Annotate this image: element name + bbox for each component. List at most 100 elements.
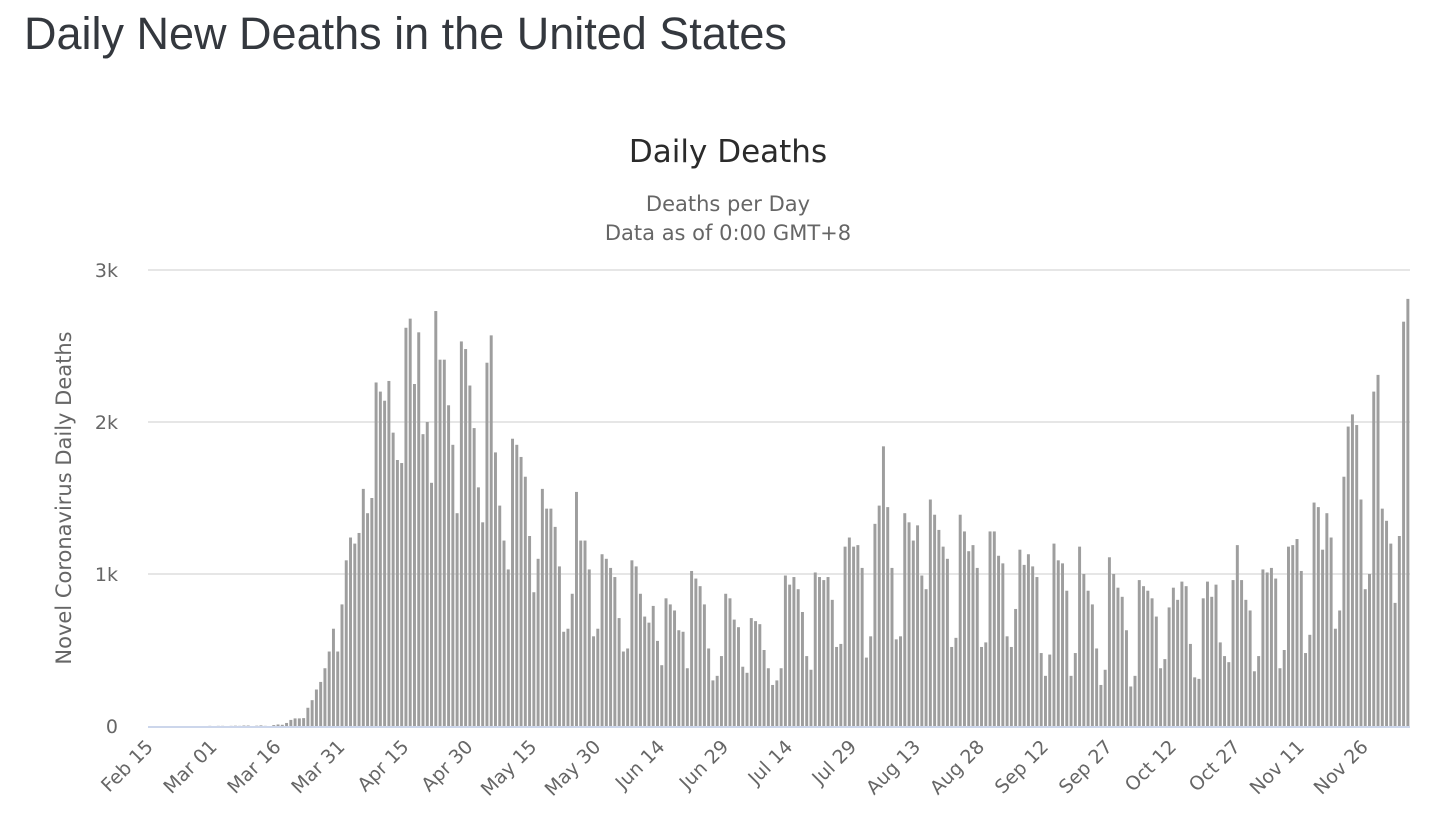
bar[interactable] [903, 513, 907, 726]
bar[interactable] [1333, 628, 1337, 726]
bar[interactable] [1329, 537, 1333, 726]
bar[interactable] [971, 545, 975, 726]
bar[interactable] [1338, 610, 1342, 726]
bar[interactable] [609, 567, 613, 726]
bar[interactable] [1035, 577, 1039, 726]
bar[interactable] [1090, 604, 1094, 726]
bar[interactable] [621, 651, 625, 726]
bar[interactable] [1112, 574, 1116, 726]
bar[interactable] [421, 434, 425, 726]
bar[interactable] [1107, 557, 1111, 726]
bar[interactable] [280, 724, 284, 726]
bar[interactable] [613, 577, 617, 726]
bar[interactable] [336, 651, 340, 726]
bar[interactable] [783, 575, 787, 726]
bar[interactable] [1231, 580, 1235, 726]
bar[interactable] [707, 648, 711, 726]
bar[interactable] [1150, 598, 1154, 726]
bar[interactable] [1014, 608, 1018, 726]
bar[interactable] [877, 505, 881, 726]
bar[interactable] [732, 619, 736, 726]
bar[interactable] [404, 327, 408, 726]
bar[interactable] [366, 513, 370, 726]
bar[interactable] [647, 622, 651, 726]
bar[interactable] [1402, 321, 1406, 726]
bar[interactable] [570, 593, 574, 726]
bar[interactable] [719, 656, 723, 726]
bar[interactable] [272, 725, 276, 726]
bar[interactable] [1124, 630, 1128, 726]
bar[interactable] [724, 593, 728, 726]
bar[interactable] [1376, 374, 1380, 726]
bar[interactable] [383, 400, 387, 726]
bar[interactable] [690, 570, 694, 726]
bar[interactable] [1359, 499, 1363, 726]
bar[interactable] [1342, 476, 1346, 726]
bar[interactable] [1244, 599, 1248, 726]
bar[interactable] [1206, 581, 1209, 726]
bar[interactable] [562, 631, 566, 726]
bar[interactable] [1368, 574, 1371, 726]
bar[interactable] [493, 452, 497, 726]
bar[interactable] [259, 725, 263, 726]
bar[interactable] [1350, 414, 1354, 726]
bar[interactable] [361, 488, 365, 726]
bar[interactable] [1265, 572, 1269, 726]
bar[interactable] [1282, 650, 1286, 726]
bar[interactable] [310, 700, 314, 726]
bar[interactable] [528, 536, 532, 726]
bar[interactable] [766, 668, 770, 726]
bar[interactable] [698, 586, 702, 726]
bar[interactable] [997, 555, 1001, 726]
bar[interactable] [1005, 636, 1009, 726]
bar[interactable] [856, 545, 860, 726]
bar[interactable] [511, 438, 515, 726]
bar[interactable] [596, 628, 600, 726]
bar[interactable] [967, 551, 971, 726]
bar[interactable] [626, 648, 630, 726]
bar[interactable] [451, 444, 455, 726]
bar[interactable] [557, 566, 561, 726]
bar[interactable] [1218, 642, 1222, 726]
bar[interactable] [472, 428, 476, 726]
bar[interactable] [1103, 669, 1107, 726]
bar[interactable] [1304, 653, 1308, 726]
bar[interactable] [476, 487, 480, 726]
bar[interactable] [788, 584, 792, 726]
bar[interactable] [1188, 643, 1192, 726]
bar[interactable] [293, 718, 297, 726]
bar[interactable] [911, 540, 915, 726]
bar[interactable] [852, 546, 856, 726]
bar[interactable] [1269, 567, 1273, 726]
bar[interactable] [958, 514, 962, 726]
bar[interactable] [485, 362, 489, 726]
bar[interactable] [1180, 581, 1184, 726]
bar[interactable] [1146, 590, 1150, 726]
bar[interactable] [1312, 502, 1316, 726]
bar[interactable] [532, 592, 536, 726]
bar[interactable] [826, 577, 830, 726]
bar[interactable] [549, 508, 553, 726]
bar[interactable] [314, 689, 318, 726]
bar[interactable] [1142, 586, 1146, 726]
bar[interactable] [992, 531, 996, 726]
bar[interactable] [579, 540, 583, 726]
bar[interactable] [950, 646, 954, 726]
bar[interactable] [1346, 426, 1350, 726]
bar[interactable] [459, 341, 463, 726]
bar[interactable] [873, 523, 877, 726]
bar[interactable] [545, 508, 549, 726]
bar[interactable] [664, 598, 668, 726]
bar[interactable] [864, 657, 868, 726]
bar[interactable] [357, 532, 361, 726]
bar[interactable] [809, 669, 813, 726]
bar[interactable] [771, 684, 775, 726]
bar[interactable] [630, 560, 634, 726]
bar[interactable] [1389, 543, 1393, 726]
bar[interactable] [374, 382, 378, 726]
bar[interactable] [1372, 391, 1376, 726]
bar[interactable] [447, 405, 451, 726]
bar[interactable] [796, 589, 800, 726]
bar[interactable] [1061, 563, 1064, 726]
bar[interactable] [1065, 590, 1069, 726]
